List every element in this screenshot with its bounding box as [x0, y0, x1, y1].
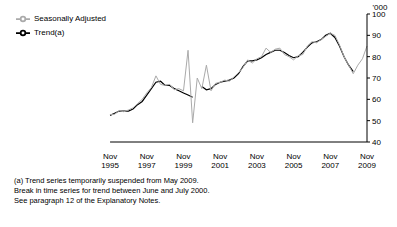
svg-text:90: 90 [372, 31, 381, 40]
svg-text:'000: '000 [373, 3, 388, 12]
html-text:See paragraph 12 of the Explan: See paragraph 12 of the Explanatory Note… [14, 196, 161, 205]
svg-text:Nov2005: Nov2005 [285, 152, 303, 168]
html-text:Break in time series for trend: Break in time series for trend between J… [14, 186, 210, 195]
svg-text:40: 40 [372, 138, 381, 147]
svg-text:60: 60 [372, 95, 381, 104]
html-text:Seasonally Adjusted: Seasonally Adjusted [34, 14, 107, 24]
svg-text:Nov1999: Nov1999 [175, 152, 193, 168]
svg-text:Nov2003: Nov2003 [248, 152, 266, 168]
svg-text:Nov2007: Nov2007 [321, 152, 339, 168]
svg-text:Nov2009: Nov2009 [358, 152, 376, 168]
svg-text:50: 50 [372, 117, 381, 126]
svg-text:Nov1997: Nov1997 [138, 152, 156, 168]
svg-text:70: 70 [372, 74, 381, 83]
html-text:Trend(a): Trend(a) [34, 28, 65, 38]
svg-text:80: 80 [372, 53, 381, 62]
html-text:(a) Trend series temporarily s: (a) Trend series temporarily suspended f… [14, 176, 199, 185]
svg-text:Nov1995: Nov1995 [101, 152, 119, 168]
svg-text:100: 100 [372, 9, 386, 19]
svg-text:Nov2001: Nov2001 [211, 152, 229, 168]
